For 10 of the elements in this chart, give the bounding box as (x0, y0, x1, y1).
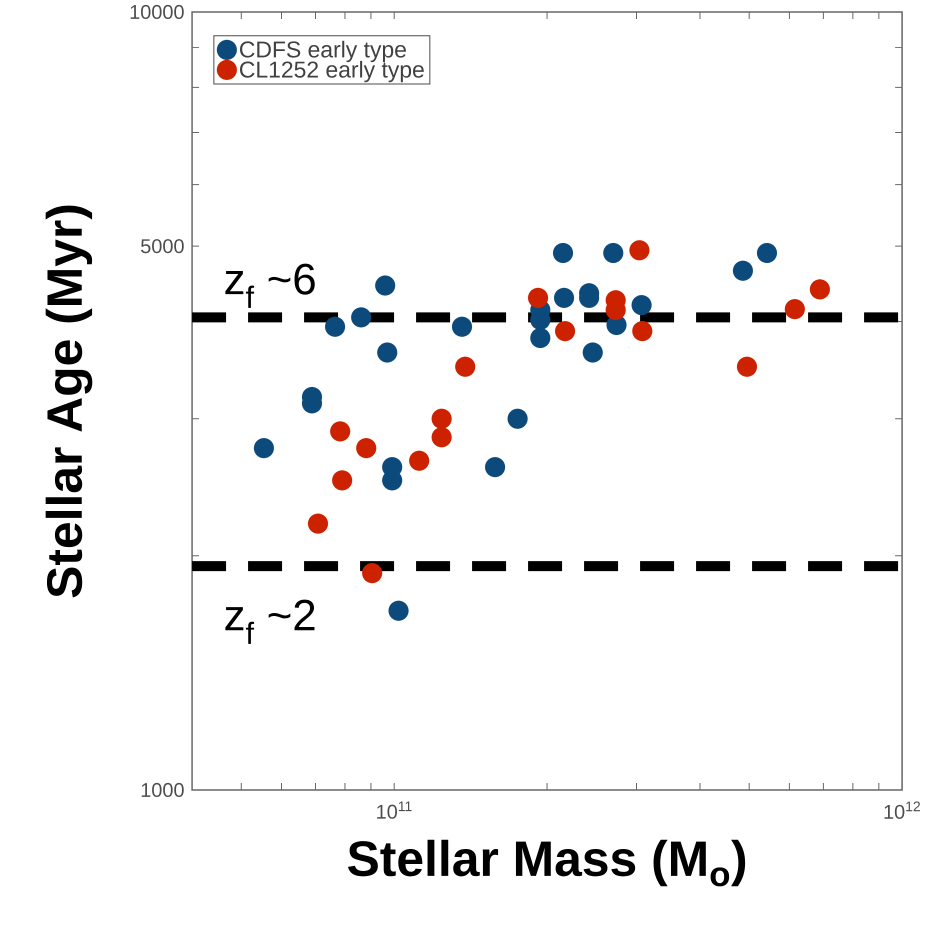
ref-line-label: z$_{f}$ ~2 (225, 600, 314, 644)
y-axis-title: Stellar Age (Myr) (46, 206, 92, 598)
legend-label: CL1252 early type (240, 60, 424, 82)
y-tick-label: 5000 (141, 239, 184, 254)
y-tick-label: 10000 (130, 4, 184, 20)
x-tick-label: 10$^{11}$ (377, 801, 412, 819)
ref-line-label: z$_{f}$ ~6 (225, 264, 315, 308)
x-tick-label: 10$^{12}$ (884, 801, 920, 819)
y-tick-label: 1000 (142, 782, 184, 798)
x-axis-title: Stellar Mass (M$_{o}$) (348, 840, 746, 886)
